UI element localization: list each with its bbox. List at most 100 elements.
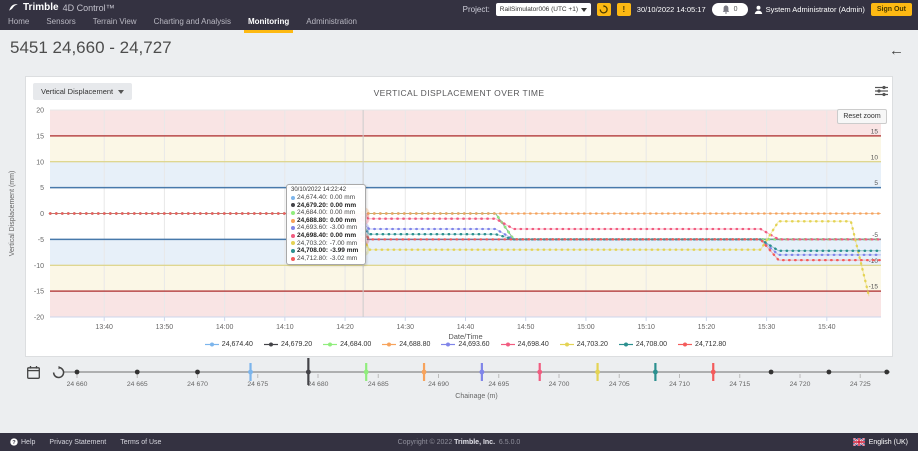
tooltip-series-value: -3.00 mm xyxy=(330,224,357,232)
screen: Trimble 4D Control™ HomeSensorsTerrain V… xyxy=(0,0,918,451)
nav-item-sensors[interactable]: Sensors xyxy=(46,16,75,30)
chainage-tick-label: 24 720 xyxy=(790,381,811,388)
chainage-marker-dot[interactable] xyxy=(248,370,253,375)
chainage-marker-dot[interactable] xyxy=(653,370,658,375)
tooltip-series-dot xyxy=(291,196,295,200)
nav-item-terrain-view[interactable]: Terrain View xyxy=(93,16,137,30)
calendar-button[interactable] xyxy=(27,366,40,384)
legend-marker-icon xyxy=(619,341,633,348)
tooltip-series-value: -3.99 mm xyxy=(330,247,358,255)
threshold-label: 10 xyxy=(871,154,879,161)
tooltip-series-value: 0.00 mm xyxy=(330,217,356,225)
legend-item-24,712.80[interactable]: 24,712.80 xyxy=(678,341,726,348)
tooltip-series-label: 24,712.80: xyxy=(297,255,328,263)
project-label: Project: xyxy=(463,5,490,14)
reload-chainage-button[interactable] xyxy=(52,366,65,384)
tooltip-row: 24,674.40:0.00 mm xyxy=(291,194,361,202)
reset-zoom-button[interactable]: Reset zoom xyxy=(837,109,887,124)
tooltip-datetime: 30/10/2022 14:22:42 xyxy=(291,187,361,193)
tooltip-series-label: 24,679.20: xyxy=(297,202,328,210)
refresh-button[interactable] xyxy=(597,3,611,16)
x-tick-label: 13:40 xyxy=(95,324,113,331)
x-tick-label: 14:20 xyxy=(336,324,354,331)
chainage-marker-dot[interactable] xyxy=(195,370,200,375)
calendar-icon xyxy=(27,366,40,379)
chainage-marker-dot[interactable] xyxy=(306,370,311,375)
legend-marker-icon xyxy=(560,341,574,348)
tooltip-series-dot xyxy=(291,211,295,215)
threshold-label: 15 xyxy=(871,128,879,135)
x-tick-label: 15:10 xyxy=(637,324,655,331)
tooltip-series-label: 24,708.00: xyxy=(297,247,328,255)
brand-name: Trimble xyxy=(23,2,59,13)
tooltip-row: 24,693.60:-3.00 mm xyxy=(291,224,361,232)
chainage-marker-dot[interactable] xyxy=(827,370,832,375)
company-label: Trimble, Inc. xyxy=(454,439,495,446)
legend-item-24,708.00[interactable]: 24,708.00 xyxy=(619,341,667,348)
y-tick-label: 15 xyxy=(36,133,44,140)
y-tick-label: -15 xyxy=(34,289,44,296)
chainage-marker-dot[interactable] xyxy=(135,370,140,375)
tooltip-series-dot xyxy=(291,257,295,261)
chainage-tick-label: 24 685 xyxy=(368,381,389,388)
top-header: Trimble 4D Control™ HomeSensorsTerrain V… xyxy=(0,0,918,30)
legend-item-24,698.40[interactable]: 24,698.40 xyxy=(501,341,549,348)
x-tick-label: 14:00 xyxy=(216,324,234,331)
copyright-label: Copyright © 2022 xyxy=(398,439,453,446)
tooltip-series-label: 24,703.20: xyxy=(297,240,328,248)
chainage-marker-dot[interactable] xyxy=(75,370,80,375)
threshold-label: -15 xyxy=(869,284,879,291)
legend-item-24,693.60[interactable]: 24,693.60 xyxy=(441,341,489,348)
project-select[interactable]: RailSimulator006 (UTC +1) xyxy=(496,3,591,16)
legend-label: 24,679.20 xyxy=(281,341,312,348)
chainage-marker-dot[interactable] xyxy=(711,370,716,375)
x-tick-label: 15:20 xyxy=(698,324,716,331)
y-axis-title: Vertical Displacement (mm) xyxy=(9,171,16,257)
x-tick-label: 15:30 xyxy=(758,324,776,331)
legend-item-24,703.20[interactable]: 24,703.20 xyxy=(560,341,608,348)
legend-marker-icon xyxy=(501,341,515,348)
trimble-logo-icon xyxy=(8,2,19,13)
project-select-value: RailSimulator006 (UTC +1) xyxy=(500,6,578,13)
legend-item-24,679.20[interactable]: 24,679.20 xyxy=(264,341,312,348)
legend-label: 24,703.20 xyxy=(577,341,608,348)
chainage-marker-dot[interactable] xyxy=(479,370,484,375)
y-tick-label: -5 xyxy=(38,237,44,244)
chainage-marker-dot[interactable] xyxy=(422,370,427,375)
y-tick-label: 0 xyxy=(40,211,44,218)
nav-item-administration[interactable]: Administration xyxy=(306,16,357,30)
legend-label: 24,708.00 xyxy=(636,341,667,348)
tooltip-series-label: 24,688.80: xyxy=(297,217,328,225)
nav-item-charting-and-analysis[interactable]: Charting and Analysis xyxy=(154,16,231,30)
chainage-marker-dot[interactable] xyxy=(595,370,600,375)
tooltip-series-dot xyxy=(291,234,295,238)
nav-item-home[interactable]: Home xyxy=(8,16,29,30)
language-label: English (UK) xyxy=(869,439,908,446)
header-right: Project: RailSimulator006 (UTC +1) ! 30/… xyxy=(463,3,912,16)
y-tick-label: 10 xyxy=(36,159,44,166)
legend-item-24,684.00[interactable]: 24,684.00 xyxy=(323,341,371,348)
legend-label: 24,688.80 xyxy=(399,341,430,348)
x-tick-label: 14:10 xyxy=(276,324,294,331)
tooltip-row: 24,698.40:0.00 mm xyxy=(291,232,361,240)
chainage-marker-dot[interactable] xyxy=(537,370,542,375)
language-select[interactable]: English (UK) xyxy=(853,438,908,446)
chainage-tick-label: 24 660 xyxy=(67,381,88,388)
y-tick-label: 20 xyxy=(36,108,44,115)
tooltip-series-value: 0.00 mm xyxy=(330,232,356,240)
chevron-down-icon xyxy=(581,8,587,12)
chainage-marker-dot[interactable] xyxy=(364,370,369,375)
x-tick-label: 14:40 xyxy=(457,324,475,331)
alert-button[interactable]: ! xyxy=(617,3,631,16)
legend-label: 24,712.80 xyxy=(695,341,726,348)
user-info[interactable]: System Administrator (Admin) xyxy=(754,5,865,14)
legend-item-24,688.80[interactable]: 24,688.80 xyxy=(382,341,430,348)
nav-item-monitoring[interactable]: Monitoring xyxy=(248,16,289,30)
version-label: 6.5.0.0 xyxy=(499,439,520,446)
legend-marker-icon xyxy=(678,341,692,348)
legend-item-24,674.40[interactable]: 24,674.40 xyxy=(205,341,253,348)
sign-out-button[interactable]: Sign Out xyxy=(871,3,912,16)
chainage-marker-dot[interactable] xyxy=(884,370,889,375)
notification-pill[interactable]: 0 xyxy=(712,3,748,16)
chainage-marker-dot[interactable] xyxy=(769,370,774,375)
